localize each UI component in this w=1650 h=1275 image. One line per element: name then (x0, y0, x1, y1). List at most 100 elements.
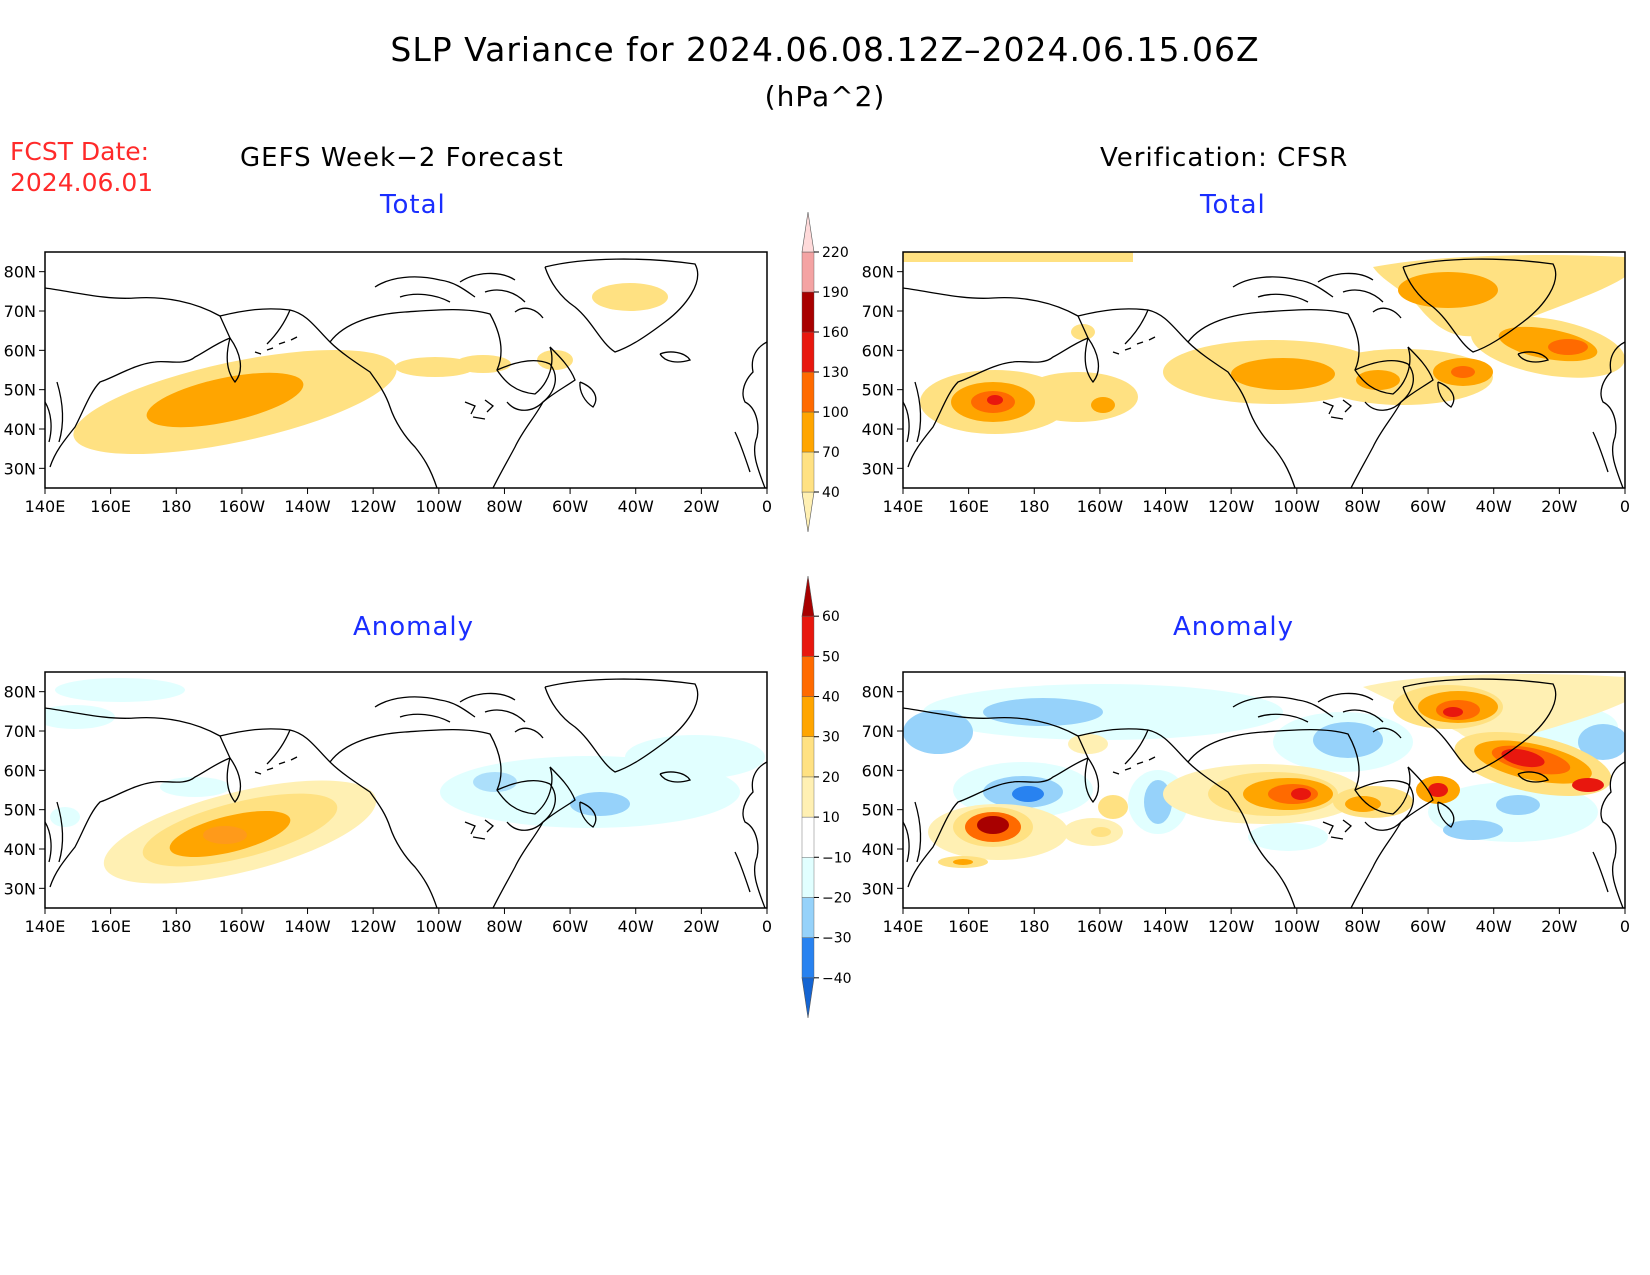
colorbar-swatch (801, 977, 815, 1019)
map-panel-cfsr-total (902, 251, 1626, 489)
lat-tick-label: 40N (4, 420, 36, 439)
lon-tick-label: 120W (350, 497, 397, 516)
lon-tick-label: 120W (1208, 497, 1255, 516)
lon-tick-label: 140W (1142, 917, 1189, 936)
units-label: (hPa^2) (764, 80, 886, 113)
colorbar-swatch (801, 656, 815, 697)
colorbar-swatch (801, 615, 815, 657)
colorbar-swatch (801, 491, 815, 533)
map-panel-gefs-anomaly (44, 671, 768, 909)
lon-tick-label: 100W (416, 917, 463, 936)
lat-tick-label: 60N (4, 341, 36, 360)
lat-tick-label: 70N (4, 302, 36, 321)
lon-tick-label: 140E (25, 497, 66, 516)
lon-tick-label: 160E (90, 497, 131, 516)
colorbar-swatch (801, 696, 815, 737)
gefs-column-title: GEFS Week−2 Forecast (240, 143, 564, 173)
colorbar-level-label: 10 (822, 810, 840, 826)
lat-tick-label: 40N (4, 840, 36, 859)
lon-tick-label: 100W (1274, 917, 1321, 936)
colorbar-level-label: 20 (822, 770, 840, 786)
lon-tick-label: 0 (762, 497, 772, 516)
colorbar-swatch (801, 776, 815, 818)
panel-title-gefs-anomaly: Anomaly (353, 612, 475, 642)
lon-tick-label: 140W (284, 497, 331, 516)
cfsr-column-title: Verification: CFSR (1100, 143, 1349, 173)
colorbar-level-label: 40 (822, 690, 840, 706)
colorbar-swatch (801, 291, 815, 333)
lat-tick-label: 80N (4, 683, 36, 702)
colorbar-level-label: −30 (822, 931, 852, 947)
colorbar-level-label: −10 (822, 850, 852, 866)
lon-tick-label: 140W (1142, 497, 1189, 516)
lat-tick-label: 60N (862, 761, 894, 780)
lon-tick-label: 120W (1208, 917, 1255, 936)
lon-tick-label: 0 (762, 917, 772, 936)
colorbar-level-label: 220 (822, 245, 849, 261)
colorbar-level-label: 190 (822, 285, 849, 301)
colorbar-swatch (801, 857, 815, 898)
lat-tick-label: 50N (862, 381, 894, 400)
lon-tick-label: 20W (683, 497, 719, 516)
lon-tick-label: 100W (416, 497, 463, 516)
lon-tick-label: 80W (1344, 497, 1380, 516)
colorbar-swatch (801, 331, 815, 373)
colorbar-level-label: 40 (822, 485, 840, 501)
lat-tick-label: 30N (862, 879, 894, 898)
panel-title-cfsr-total: Total (1200, 190, 1266, 220)
lon-tick-label: 100W (1274, 497, 1321, 516)
lon-tick-label: 80W (486, 917, 522, 936)
colorbar-swatch (801, 211, 815, 253)
colorbar-swatch (801, 251, 815, 293)
lat-tick-label: 50N (4, 381, 36, 400)
colorbar-swatch (801, 736, 815, 778)
lon-tick-label: 40W (618, 497, 654, 516)
lat-tick-label: 50N (862, 801, 894, 820)
lat-tick-label: 80N (862, 683, 894, 702)
lat-tick-label: 60N (4, 761, 36, 780)
lon-tick-label: 40W (618, 917, 654, 936)
lon-tick-label: 60W (1410, 917, 1446, 936)
lon-tick-label: 80W (1344, 917, 1380, 936)
lat-tick-label: 30N (4, 879, 36, 898)
lon-tick-label: 140E (25, 917, 66, 936)
lon-tick-label: 60W (552, 497, 588, 516)
lat-tick-label: 30N (862, 459, 894, 478)
colorbar-anomaly: −40 −30 −20 −10 10 20 30 40 50 60 (801, 575, 852, 1019)
lon-tick-label: 20W (1541, 917, 1577, 936)
colorbar-swatch (801, 371, 815, 413)
lon-tick-label: 160E (90, 917, 131, 936)
colorbar-swatch (801, 897, 815, 938)
lon-tick-label: 140E (883, 917, 924, 936)
lon-tick-label: 0 (1620, 917, 1630, 936)
lat-tick-label: 30N (4, 459, 36, 478)
lon-tick-label: 60W (552, 917, 588, 936)
lat-tick-label: 40N (862, 840, 894, 859)
lon-tick-label: 40W (1476, 497, 1512, 516)
lon-tick-label: 20W (1541, 497, 1577, 516)
map-panel-gefs-total (44, 251, 768, 489)
lon-tick-label: 0 (1620, 497, 1630, 516)
colorbar-level-label: −40 (822, 971, 852, 987)
colorbar-level-label: −20 (822, 890, 852, 906)
lat-tick-label: 70N (862, 302, 894, 321)
lon-tick-label: 20W (683, 917, 719, 936)
colorbar-total: 40 70 100 130 160 190 220 (801, 211, 849, 533)
colorbar-swatch (801, 575, 815, 617)
lon-tick-label: 180 (1019, 917, 1050, 936)
lon-tick-label: 160W (1077, 497, 1124, 516)
colorbar-level-label: 160 (822, 325, 849, 341)
lon-tick-label: 160W (1077, 917, 1124, 936)
lon-tick-label: 160W (219, 497, 266, 516)
colorbar-swatch (801, 816, 815, 858)
colorbar-level-label: 130 (822, 365, 849, 381)
lat-tick-label: 70N (862, 722, 894, 741)
lon-tick-label: 140W (284, 917, 331, 936)
lon-tick-label: 180 (161, 497, 192, 516)
lat-tick-label: 80N (4, 263, 36, 282)
lon-tick-label: 120W (350, 917, 397, 936)
main-title: SLP Variance for 2024.06.08.12Z–2024.06.… (390, 30, 1260, 69)
fcst-date-label: FCST Date: (10, 137, 150, 166)
panel-title-cfsr-anomaly: Anomaly (1173, 612, 1295, 642)
